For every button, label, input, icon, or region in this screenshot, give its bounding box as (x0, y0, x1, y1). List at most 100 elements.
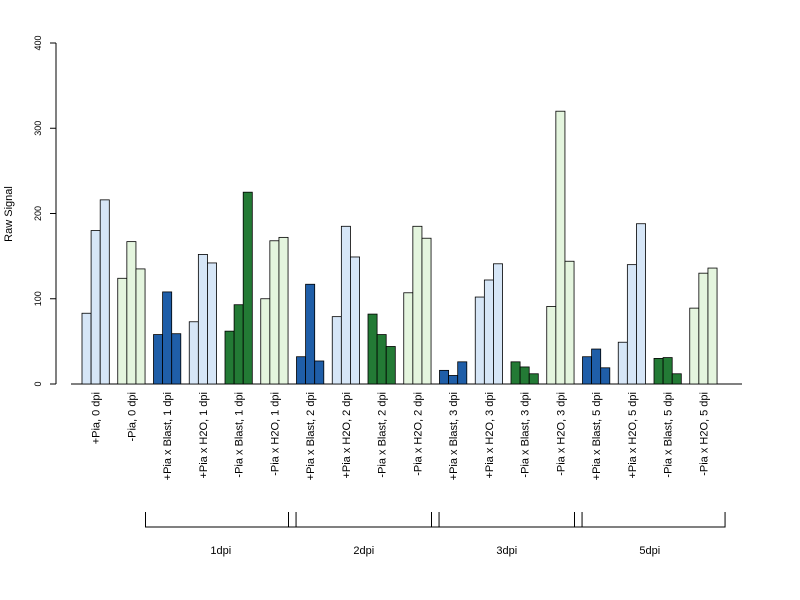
bar (331, 316, 342, 385)
bar (617, 341, 628, 385)
group-label: 5dpi (639, 545, 660, 557)
x-tick-label: +Pia x H2O, 2 dpi (341, 392, 353, 479)
bar (171, 333, 182, 385)
bars (81, 110, 718, 385)
bar-group (117, 241, 146, 385)
bar (197, 254, 208, 385)
x-tick-label: -Pia x Blast, 2 dpi (377, 392, 389, 478)
bar (493, 263, 503, 385)
y-tick-label: 400 (33, 35, 43, 50)
x-tick-label: +Pia x Blast, 2 dpi (305, 392, 317, 480)
bar (135, 268, 146, 385)
y-tick-label: 0 (33, 381, 43, 386)
time-group: 2dpi (288, 512, 440, 557)
bar (269, 240, 280, 385)
bar (474, 296, 485, 385)
x-tick-label: +Pia x H2O, 3 dpi (484, 392, 496, 479)
bar-group (224, 191, 253, 385)
bar (242, 191, 253, 385)
bar (671, 373, 682, 385)
time-group-brackets: 1dpi 2dpi 3dpi 5dpi (145, 512, 726, 557)
x-tick-label: -Pia, 0 dpi (126, 392, 138, 442)
bar-group (188, 254, 217, 385)
bar (707, 267, 718, 385)
time-group: 3dpi (431, 512, 583, 557)
bar-group (260, 236, 289, 385)
bar (340, 225, 351, 385)
x-tick-label: -Pia x Blast, 1 dpi (234, 392, 246, 478)
bar (305, 283, 316, 385)
x-tick-label: +Pia x Blast, 1 dpi (162, 392, 174, 480)
bar (483, 279, 494, 385)
bar-group (439, 361, 468, 385)
group-label: 1dpi (210, 545, 231, 557)
x-tick-label: -Pia x H2O, 2 dpi (412, 392, 424, 476)
bar (207, 262, 217, 385)
bar (99, 199, 110, 385)
bar (439, 369, 450, 385)
bar (278, 236, 289, 385)
y-axis-label: Raw Signal (3, 186, 15, 242)
x-tick-label: -Pia x Blast, 5 dpi (663, 392, 675, 478)
bar (188, 321, 199, 385)
group-bracket (288, 512, 440, 528)
bar (689, 307, 700, 385)
bar (457, 361, 468, 385)
bar (260, 298, 271, 385)
bar-group (582, 348, 611, 385)
bar-group (510, 361, 539, 385)
x-tick-label: -Pia x Blast, 3 dpi (520, 392, 532, 478)
bar (555, 110, 566, 385)
x-tick-label: -Pia x H2O, 1 dpi (269, 392, 281, 476)
y-tick-label: 200 (33, 206, 43, 221)
x-tick-label: +Pia x H2O, 1 dpi (198, 392, 210, 479)
bar (350, 256, 360, 385)
bar (546, 306, 557, 385)
time-group: 5dpi (574, 512, 726, 557)
bar (314, 360, 325, 385)
x-tick-label: +Pia x Blast, 5 dpi (591, 392, 603, 480)
bar (367, 313, 378, 385)
bar (376, 334, 387, 385)
bar (600, 367, 611, 385)
y-axis: 0 100 200 300 400 (33, 35, 57, 387)
bar (653, 358, 664, 385)
bar (233, 304, 244, 385)
bar (626, 264, 637, 385)
bar (421, 237, 432, 385)
bar (564, 260, 575, 385)
x-tick-label: -Pia x H2O, 3 dpi (555, 392, 567, 476)
bar (296, 356, 307, 385)
bar-group (331, 225, 360, 385)
y-tick-label: 300 (33, 121, 43, 136)
bar-group (653, 357, 682, 385)
bar (126, 241, 137, 385)
bar (528, 373, 539, 385)
bar (385, 346, 396, 385)
bar (698, 272, 709, 385)
bar-group (403, 225, 432, 385)
group-label: 2dpi (353, 545, 374, 557)
x-tick-label: +Pia, 0 dpi (91, 392, 103, 444)
bar-group (81, 199, 110, 385)
group-bracket (145, 512, 297, 528)
group-bracket (574, 512, 726, 528)
bar (224, 330, 235, 385)
y-tick-label: 100 (33, 291, 43, 306)
bar (81, 312, 92, 385)
group-bracket (431, 512, 583, 528)
bar (162, 291, 173, 385)
x-tick-label: +Pia x Blast, 3 dpi (448, 392, 460, 480)
category-labels: +Pia, 0 dpi -Pia, 0 dpi +Pia x Blast, 1 dp… (91, 392, 711, 480)
bar-group (689, 267, 718, 385)
bar (448, 375, 459, 385)
bar-group (296, 283, 325, 385)
bar (519, 366, 530, 385)
x-tick-label: +Pia x H2O, 5 dpi (627, 392, 639, 479)
bar-group (367, 313, 396, 385)
bar (662, 357, 673, 385)
bar (510, 361, 521, 385)
bar (117, 277, 128, 385)
